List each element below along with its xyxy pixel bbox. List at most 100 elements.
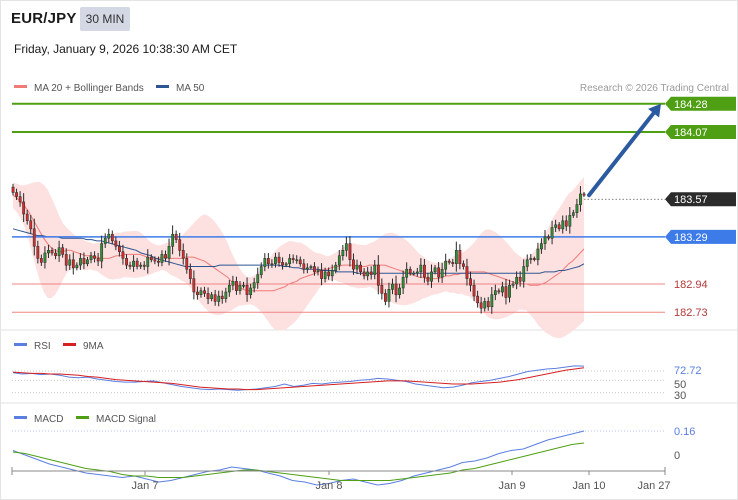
up-candle [103, 237, 107, 244]
up-candle [86, 259, 89, 265]
down-candle [479, 302, 483, 309]
rsi-ma-line [12, 367, 585, 391]
down-candle [93, 255, 96, 259]
up-candle [89, 255, 93, 260]
up-candle [405, 268, 409, 278]
down-candle [29, 220, 33, 230]
price-level-label: 184.07 [674, 127, 708, 139]
up-candle [242, 285, 245, 287]
up-candle [529, 258, 533, 260]
up-candle [344, 243, 348, 251]
up-candle [334, 264, 338, 271]
up-candle [305, 267, 309, 270]
down-candle [532, 258, 536, 260]
up-candle [433, 267, 437, 273]
x-axis-label: Jan 10 [572, 480, 605, 492]
up-candle [68, 259, 72, 266]
interval-badge[interactable]: 30 MIN [80, 7, 130, 31]
down-candle [465, 266, 469, 279]
price-level-label: 182.73 [674, 307, 708, 319]
up-candle [227, 285, 231, 293]
up-candle [330, 270, 334, 277]
up-candle [561, 220, 565, 230]
down-candle [327, 271, 331, 277]
down-candle [82, 258, 86, 265]
down-candle [181, 250, 185, 259]
macd-zero-label: 0 [674, 450, 680, 462]
up-candle [288, 258, 292, 265]
down-candle [157, 260, 160, 263]
down-candle [25, 213, 29, 221]
ma50-legend-label: MA 50 [176, 83, 205, 94]
down-candle [206, 293, 210, 300]
up-candle [337, 255, 341, 266]
price-levels [12, 102, 665, 313]
up-candle [274, 256, 277, 265]
up-candle [295, 259, 299, 262]
up-candle [550, 227, 554, 239]
up-candle [79, 258, 82, 266]
moving-averages [12, 194, 585, 292]
price-level-tag [665, 229, 736, 244]
up-candle [430, 271, 433, 282]
datetime-label: Friday, January 9, 2026 10:38:30 AM CET [14, 42, 238, 56]
macd-legend-label: MACD [34, 414, 63, 425]
down-candle [582, 193, 586, 196]
forecast-arrow [587, 103, 661, 198]
down-candle [302, 263, 306, 270]
down-candle [547, 236, 550, 239]
up-candle [323, 271, 327, 279]
rsi-plot [12, 365, 665, 394]
up-candle [501, 286, 504, 293]
down-candle [174, 233, 178, 240]
down-candle [203, 290, 206, 294]
down-candle [125, 258, 128, 266]
price-level-label: 184.28 [674, 99, 708, 111]
up-candle [249, 287, 253, 295]
up-candle [575, 204, 579, 213]
up-candle [536, 248, 540, 261]
down-candle [451, 262, 455, 264]
up-candle [391, 283, 394, 290]
down-candle [469, 278, 472, 286]
down-candle [245, 285, 249, 295]
down-candle [348, 243, 352, 260]
up-candle [256, 274, 260, 283]
down-candle [462, 263, 465, 267]
down-candle [380, 285, 384, 294]
up-candle [525, 259, 529, 267]
price-level-tag [665, 125, 736, 139]
down-candle [376, 264, 380, 286]
up-candle [171, 233, 175, 247]
down-candle [192, 278, 196, 293]
down-candle [298, 259, 302, 265]
down-candle [196, 291, 199, 295]
up-candle [543, 236, 547, 244]
up-candle [139, 264, 143, 267]
up-candle [415, 271, 419, 274]
up-candle [146, 256, 150, 267]
down-candle [291, 258, 295, 260]
price-level-label: 183.57 [674, 194, 708, 206]
candles [11, 183, 586, 314]
down-candle [472, 285, 476, 297]
down-candle [281, 262, 284, 266]
up-candle [398, 287, 401, 295]
up-candle [224, 291, 228, 299]
down-candle [437, 267, 441, 278]
down-candle [11, 186, 15, 193]
copyright-label: Research © 2026 Trading Central [580, 83, 729, 94]
down-candle [114, 240, 118, 247]
up-candle [341, 250, 345, 256]
price-level-tag [665, 192, 736, 207]
down-candle [18, 196, 22, 203]
up-candle [355, 264, 359, 270]
down-candle [458, 250, 462, 264]
up-candle [107, 233, 111, 239]
down-candle [352, 259, 355, 270]
down-candle [121, 251, 125, 259]
up-candle [373, 264, 377, 275]
macd-legend-swatch [14, 416, 27, 419]
down-candle [36, 246, 40, 259]
